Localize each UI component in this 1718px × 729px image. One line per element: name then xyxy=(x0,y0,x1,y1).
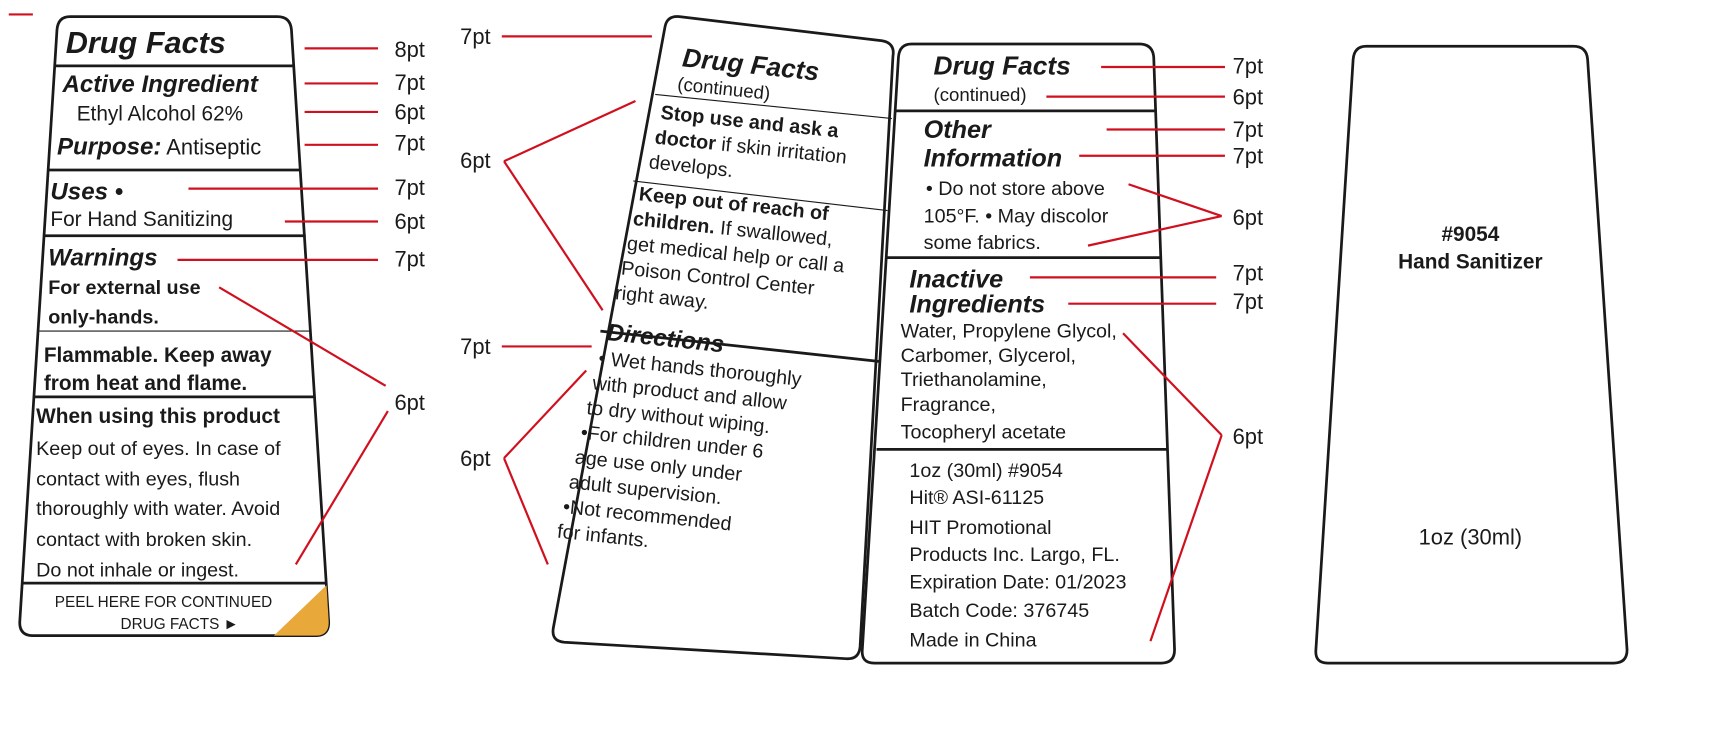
size-label: 7pt xyxy=(1233,261,1263,286)
info-line: Hit® ASI-61125 xyxy=(909,487,1044,509)
title: Drug Facts xyxy=(66,26,226,60)
purpose: Purpose: Antiseptic xyxy=(57,134,261,161)
panel-continued-right: Drug Facts (continued) Other Information… xyxy=(860,42,1176,665)
size-label: 7pt xyxy=(460,334,490,359)
annotations-panel3: 7pt 6pt 7pt 7pt 6pt 7pt 7pt 6pt xyxy=(1029,54,1263,642)
inactive-line: Fragrance, xyxy=(901,394,996,416)
peel-text[interactable]: PEEL HERE FOR CONTINUED xyxy=(55,594,272,611)
title: Drug Facts xyxy=(934,51,1071,81)
size-label: 7pt xyxy=(394,130,424,155)
inactive-heading: Inactive xyxy=(909,265,1003,293)
peel-corner[interactable] xyxy=(273,585,329,636)
when-line: contact with broken skin. xyxy=(36,529,252,551)
peel-text[interactable]: DRUG FACTS ► xyxy=(121,616,239,633)
size-label: 7pt xyxy=(394,246,424,271)
info-line: Expiration Date: 01/2023 xyxy=(909,572,1126,594)
size-label: 6pt xyxy=(394,100,424,125)
warning-line: For external use xyxy=(48,277,200,299)
inactive-heading: Ingredients xyxy=(909,290,1045,318)
inactive-line: Carbomer, Glycerol, xyxy=(901,345,1076,367)
info-line: HIT Promotional xyxy=(909,517,1051,539)
annotations-panel1: 8pt 7pt 6pt 7pt 7pt 6pt 7pt 6pt xyxy=(177,37,425,566)
when-line: Keep out of eyes. In case of xyxy=(36,438,281,460)
size-label: 7pt xyxy=(394,70,424,95)
uses-heading: Uses • xyxy=(50,179,123,206)
info-line: 1oz (30ml) #9054 xyxy=(909,460,1062,482)
size-label: 8pt xyxy=(394,37,424,62)
annotations-panel2: 7pt 6pt 7pt 6pt xyxy=(460,24,652,565)
warning-line: only-hands. xyxy=(48,306,159,328)
size-label: 7pt xyxy=(1233,54,1263,79)
size-label: 7pt xyxy=(1233,117,1263,142)
size-label: 6pt xyxy=(460,148,490,173)
warnings-heading: Warnings xyxy=(48,244,157,271)
size-label: 7pt xyxy=(460,24,490,49)
uses-value: For Hand Sanitizing xyxy=(50,208,233,231)
other-heading: Other xyxy=(924,116,992,144)
panel-back-label: #9054 Hand Sanitizer 1oz (30ml) xyxy=(1314,44,1629,665)
item-number: #9054 xyxy=(1441,223,1499,246)
flammable-line: Flammable. Keep away xyxy=(44,344,272,367)
panel-continued-left: Drug Facts (continued) Stop use and ask … xyxy=(551,15,895,661)
panel-front-label: Drug Facts Active Ingredient Ethyl Alcoh… xyxy=(18,15,331,638)
size-label: 6pt xyxy=(394,209,424,234)
when-line: thoroughly with water. Avoid xyxy=(36,498,280,520)
other-line: some fabrics. xyxy=(924,232,1041,254)
size-label: 6pt xyxy=(460,446,490,471)
size-label: 7pt xyxy=(1233,289,1263,314)
active-heading: Active Ingredient xyxy=(61,71,258,98)
size-label: 6pt xyxy=(1233,424,1263,449)
size-label: 6pt xyxy=(1233,205,1263,230)
inactive-line: Triethanolamine, xyxy=(901,369,1047,391)
product-size: 1oz (30ml) xyxy=(1419,525,1522,550)
info-line: Products Inc. Largo, FL. xyxy=(909,544,1119,566)
size-label: 6pt xyxy=(1233,84,1263,109)
inactive-line: Tocopheryl acetate xyxy=(901,421,1067,443)
info-line: Made in China xyxy=(909,630,1036,652)
subtitle: (continued) xyxy=(934,84,1027,105)
other-heading: Information xyxy=(924,145,1063,173)
when-heading: When using this product xyxy=(36,405,280,428)
active-value: Ethyl Alcohol 62% xyxy=(77,103,243,126)
when-line: Do not inhale or ingest. xyxy=(36,560,239,582)
info-line: Batch Code: 376745 xyxy=(909,600,1089,622)
other-line: • Do not store above xyxy=(926,178,1105,200)
product-name: Hand Sanitizer xyxy=(1398,251,1542,274)
size-label: 7pt xyxy=(1233,143,1263,168)
inactive-line: Water, Propylene Glycol, xyxy=(901,321,1117,343)
size-label: 7pt xyxy=(394,175,424,200)
size-label: 6pt xyxy=(394,390,424,415)
when-line: contact with eyes, flush xyxy=(36,469,240,491)
other-line: 105°F. • May discolor xyxy=(924,206,1109,228)
flammable-line: from heat and flame. xyxy=(44,372,247,395)
